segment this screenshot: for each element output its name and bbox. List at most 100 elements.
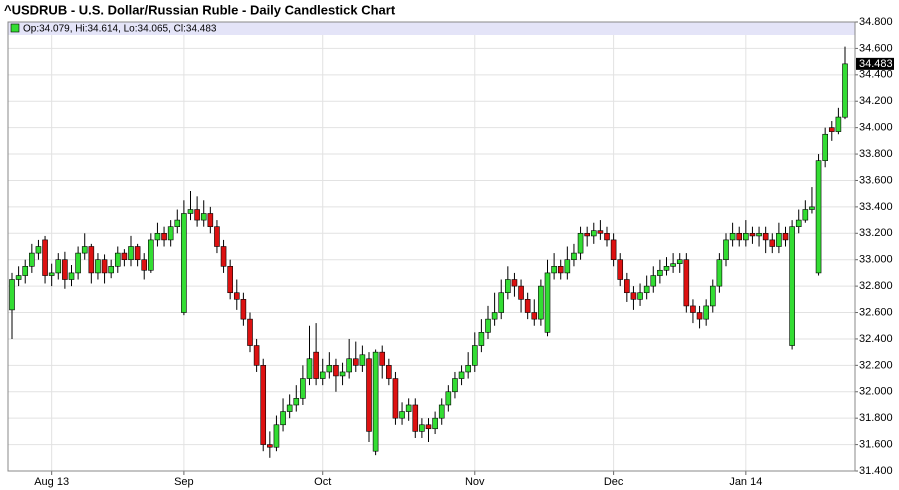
- plot-frame: [7, 21, 856, 472]
- price-box: [856, 57, 894, 70]
- candle-body: [445, 391, 452, 406]
- y-tick-label: 32.200: [859, 359, 893, 371]
- candle-body: [386, 365, 392, 379]
- candle-body: [564, 259, 571, 274]
- candle-body: [313, 351, 319, 379]
- candle-body: [75, 252, 81, 274]
- candle-body: [148, 239, 154, 271]
- candle-body: [366, 358, 372, 432]
- y-tick-label: 33.200: [859, 227, 893, 239]
- y-tick-label: 32.800: [859, 280, 893, 292]
- y-tick-label: 34.800: [859, 16, 893, 28]
- candle-body: [531, 312, 538, 320]
- candle-body: [333, 365, 339, 377]
- candle-body: [352, 358, 359, 366]
- candle-body: [300, 378, 306, 399]
- y-tick-label: 33.800: [859, 148, 893, 160]
- candle-body: [762, 232, 769, 241]
- candle-body: [425, 424, 432, 430]
- candle-body: [372, 351, 379, 452]
- candle-body: [359, 354, 366, 366]
- candle-body: [108, 266, 114, 274]
- candle-body: [55, 259, 62, 274]
- candle-body: [22, 266, 29, 276]
- candle-body: [101, 259, 108, 274]
- x-tick-label: Nov: [465, 476, 485, 488]
- legend-swatch: [10, 23, 20, 33]
- candle-body: [260, 365, 267, 445]
- candle-body: [114, 252, 121, 267]
- candle-body: [273, 424, 280, 448]
- candle-body: [835, 116, 842, 132]
- candle-body: [405, 404, 412, 412]
- chart-title: ^USDRUB - U.S. Dollar/Russian Ruble - Da…: [4, 2, 396, 17]
- candle-body: [683, 259, 690, 307]
- candle-body: [498, 292, 505, 313]
- candle-body: [200, 213, 207, 221]
- candle-body: [657, 269, 663, 276]
- candle-body: [663, 266, 670, 271]
- candle-body: [379, 351, 386, 366]
- candle-body: [161, 232, 167, 241]
- candle-body: [756, 232, 762, 237]
- candle-body: [736, 232, 743, 241]
- candle-body: [154, 232, 161, 241]
- candle-body: [491, 312, 498, 320]
- y-tick-label: 33.000: [859, 254, 893, 266]
- candle-body: [538, 285, 544, 320]
- candle-body: [518, 285, 524, 300]
- candle-body: [577, 232, 584, 254]
- candle-body: [637, 292, 643, 300]
- y-tick-label: 31.400: [859, 465, 893, 477]
- candle-body: [42, 239, 48, 276]
- candle-body: [822, 133, 828, 161]
- candle-body: [670, 263, 676, 267]
- candle-body: [696, 312, 703, 320]
- candle-body: [776, 232, 782, 247]
- candle-body: [438, 404, 445, 419]
- candle-body: [95, 259, 101, 274]
- candle-body: [419, 424, 425, 432]
- candle-body: [458, 371, 465, 379]
- candle-body: [121, 252, 128, 261]
- x-tick-label: Dec: [604, 476, 624, 488]
- y-tick-label: 34.000: [859, 122, 893, 134]
- candle-body: [769, 239, 776, 247]
- candle-body: [48, 272, 55, 276]
- candle-body: [729, 232, 736, 241]
- candle-body: [842, 63, 848, 118]
- y-tick-label: 34.200: [859, 95, 893, 107]
- x-tick-label: Jan 14: [729, 476, 762, 488]
- candle-body: [240, 299, 247, 320]
- candle-body: [319, 371, 326, 379]
- candle-body: [167, 226, 174, 241]
- candle-body: [478, 332, 485, 346]
- y-tick-label: 33.600: [859, 174, 893, 186]
- candle-body: [795, 219, 802, 227]
- candle-body: [571, 252, 577, 261]
- candle-body: [465, 365, 471, 373]
- candle-body: [703, 305, 709, 320]
- candle-body: [815, 160, 822, 274]
- candle-body: [68, 272, 75, 280]
- y-tick-label: 32.400: [859, 333, 893, 345]
- candle-body: [220, 246, 227, 267]
- candle-body: [339, 371, 346, 377]
- candle-body: [293, 398, 300, 406]
- candle-body: [584, 232, 590, 237]
- candle-body: [128, 246, 134, 261]
- candle-body: [624, 279, 630, 294]
- candle-body: [544, 272, 551, 333]
- price-label: 34.483: [859, 58, 893, 70]
- candle-body: [643, 285, 650, 294]
- candle-body: [227, 266, 233, 294]
- candle-body: [471, 345, 478, 366]
- candle-body: [716, 259, 723, 287]
- legend-band: [8, 22, 855, 35]
- candle-body: [524, 299, 531, 313]
- candle-body: [346, 358, 352, 373]
- candle-body: [590, 230, 597, 237]
- candle-body: [134, 246, 141, 261]
- candle-body: [267, 444, 273, 448]
- candle-body: [452, 378, 458, 393]
